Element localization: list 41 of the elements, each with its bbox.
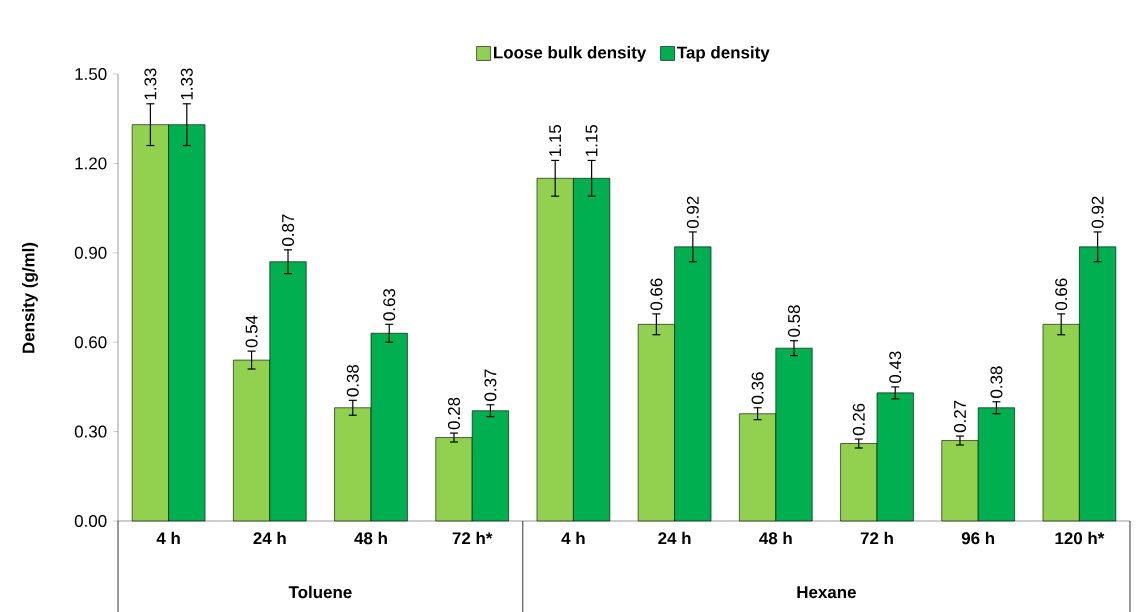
x-tick-label: 24 h (658, 531, 691, 545)
legend-label: Loose bulk density (494, 46, 647, 62)
x-tick-label: 72 h* (452, 531, 493, 545)
data-label: 0.28 (447, 397, 460, 430)
text: Toluene (288, 585, 352, 599)
y-axis-title: Density (g/ml) (22, 242, 38, 353)
x-tick-label: 120 h* (1055, 531, 1105, 545)
data-label: 0.87 (282, 214, 295, 246)
x-tick-label: 24 h (253, 531, 286, 545)
data-label: 1.33 (144, 68, 157, 100)
data-label: 0.58 (788, 305, 801, 337)
data-label: 0.36 (751, 372, 764, 404)
text: Hexane (797, 586, 856, 599)
data-label: 0.38 (346, 364, 359, 397)
data-label: 0.66 (650, 278, 663, 311)
y-tick-label: 0.00 (74, 515, 107, 527)
y-tick-label: 0.90 (74, 246, 107, 259)
data-label: 0.38 (990, 366, 1003, 398)
legend-label: Tap density (677, 46, 770, 62)
x-tick-label: 4 h (156, 531, 180, 545)
x-tick-label: 48 h (354, 531, 387, 545)
data-label: 0.37 (484, 369, 497, 401)
data-label: 0.27 (953, 400, 966, 433)
data-label: 0.92 (1091, 196, 1104, 229)
data-label: 0.66 (1055, 278, 1068, 311)
data-label: 0.54 (245, 315, 258, 348)
data-label: 0.92 (686, 196, 699, 229)
data-label: 0.63 (383, 288, 396, 321)
y-tick-label: 0.60 (74, 336, 107, 349)
data-label: 1.15 (549, 124, 562, 156)
data-label: 1.15 (585, 124, 598, 156)
data-label: 0.43 (889, 351, 902, 384)
data-label: 1.33 (180, 68, 193, 100)
x-tick-label: 48 h (759, 531, 792, 545)
y-tick-label: 0.30 (74, 425, 107, 438)
x-tick-label: 4 h (561, 531, 585, 545)
data-label: 0.26 (852, 403, 865, 436)
y-tick-label: 1.20 (75, 157, 107, 170)
x-tick-label: 96 h (961, 531, 995, 545)
x-tick-label: 72 h (860, 531, 893, 545)
y-tick-label: 1.50 (75, 68, 107, 80)
